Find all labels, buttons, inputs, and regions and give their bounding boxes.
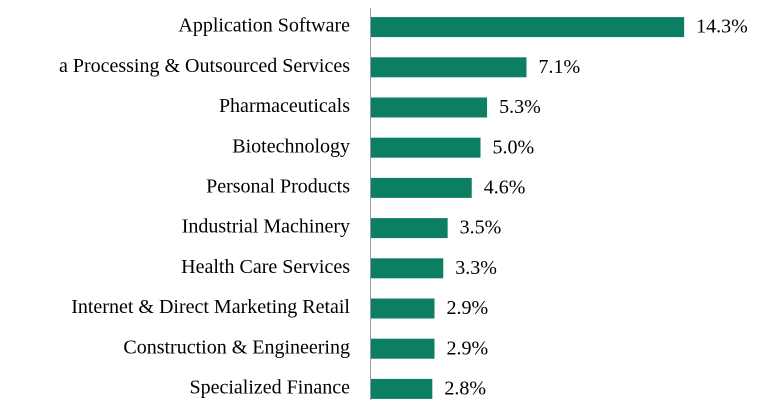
value-label: 2.9% [447,337,489,359]
value-label: 4.6% [484,176,526,198]
value-label: 2.9% [447,297,489,319]
category-label: a Processing & Outsourced Services [59,55,350,77]
bar [371,338,435,359]
value-label: 2.8% [444,377,486,399]
value-label: 3.5% [460,217,502,239]
value-label: 5.0% [493,136,535,158]
category-label: Industrial Machinery [182,216,350,238]
category-label: Specialized Finance [190,376,351,398]
bar [371,378,433,399]
bar [371,298,435,319]
bar [371,218,448,239]
category-label: Personal Products [206,175,350,197]
bar [371,137,481,158]
category-label: Construction & Engineering [123,336,350,358]
bar [371,177,472,198]
value-label: 5.3% [499,96,541,118]
category-label: Biotechnology [232,135,350,157]
bar [371,57,527,78]
category-label: Pharmaceuticals [219,95,350,117]
value-label: 14.3% [696,16,748,38]
bar [371,17,685,38]
category-label: Application Software [178,15,350,37]
bar [371,97,488,118]
category-label: Internet & Direct Marketing Retail [71,296,350,318]
category-label: Health Care Services [181,256,350,278]
bar [371,258,444,279]
value-label: 7.1% [538,56,580,78]
value-label: 3.3% [455,257,497,279]
